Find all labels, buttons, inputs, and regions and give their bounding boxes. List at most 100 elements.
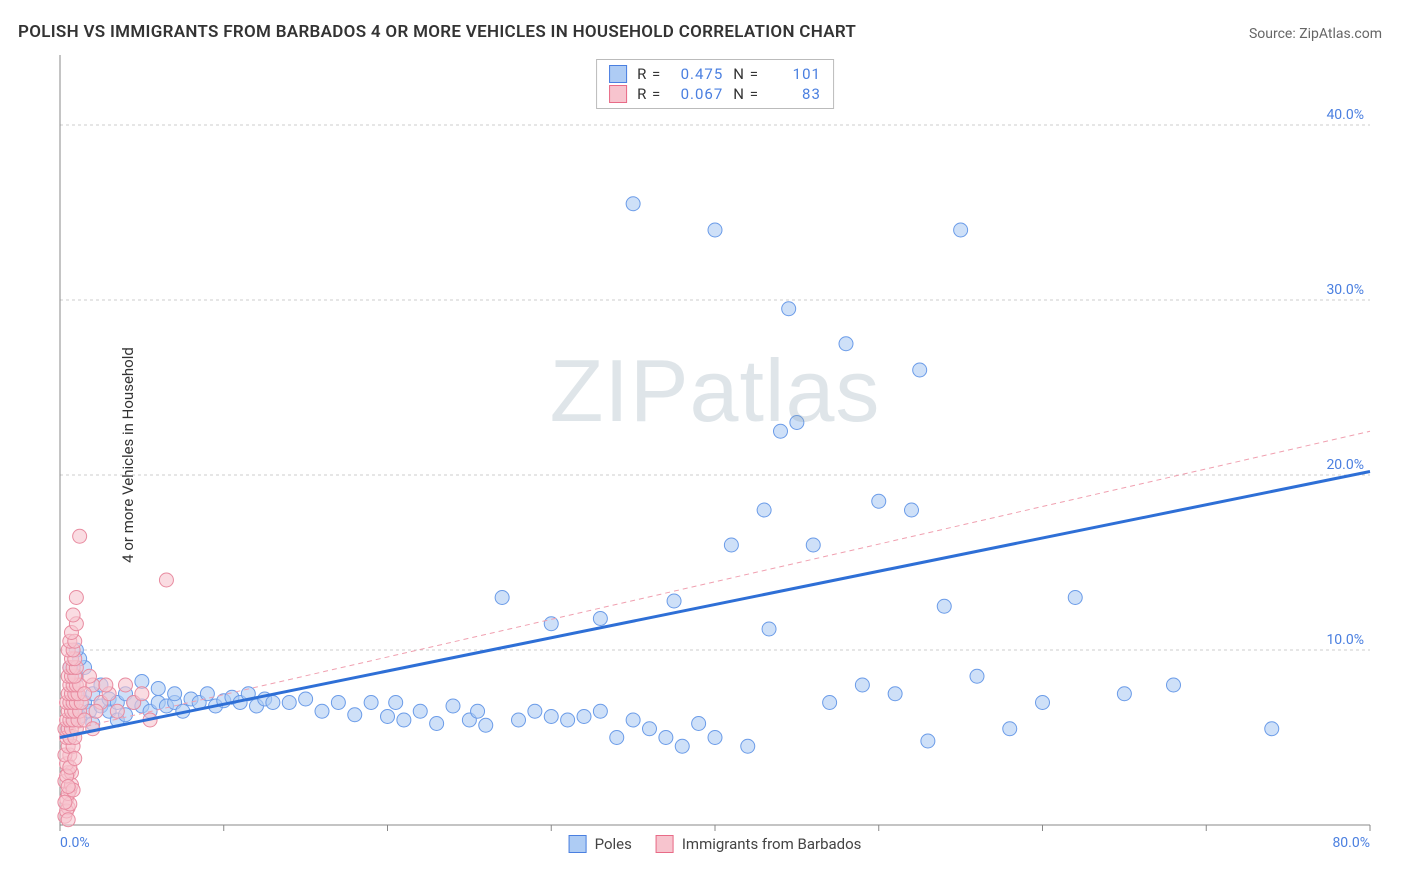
r-value-poles: 0.475 bbox=[671, 65, 723, 83]
data-point bbox=[1068, 591, 1082, 605]
data-point bbox=[119, 678, 133, 692]
legend-label-barbados: Immigrants from Barbados bbox=[682, 835, 862, 853]
data-point bbox=[643, 722, 657, 736]
swatch-poles bbox=[609, 65, 627, 83]
data-point bbox=[58, 795, 72, 809]
data-point bbox=[99, 678, 113, 692]
source-attribution: Source: ZipAtlas.com bbox=[1249, 26, 1382, 42]
data-point bbox=[626, 713, 640, 727]
trend-line-poles bbox=[60, 472, 1370, 738]
stats-legend: R = 0.475 N = 101 R = 0.067 N = 83 bbox=[596, 59, 834, 109]
data-point bbox=[921, 734, 935, 748]
data-point bbox=[954, 223, 968, 237]
data-point bbox=[151, 682, 165, 696]
data-point bbox=[413, 704, 427, 718]
data-point bbox=[200, 687, 214, 701]
data-point bbox=[872, 494, 886, 508]
data-point bbox=[159, 573, 173, 587]
swatch-barbados bbox=[656, 835, 674, 853]
data-point bbox=[1167, 678, 1181, 692]
data-point bbox=[667, 594, 681, 608]
data-point bbox=[471, 704, 485, 718]
data-point bbox=[389, 696, 403, 710]
data-point bbox=[544, 617, 558, 631]
data-point bbox=[782, 302, 796, 316]
data-point bbox=[544, 710, 558, 724]
data-point bbox=[577, 710, 591, 724]
swatch-poles bbox=[569, 835, 587, 853]
n-value-barbados: 83 bbox=[769, 85, 821, 103]
source-label: Source: bbox=[1249, 26, 1296, 42]
data-point bbox=[315, 704, 329, 718]
x-tick-label: 0.0% bbox=[60, 835, 90, 851]
n-label: N = bbox=[733, 85, 759, 103]
data-point bbox=[762, 622, 776, 636]
data-point bbox=[1117, 687, 1131, 701]
data-point bbox=[73, 529, 87, 543]
data-point bbox=[823, 696, 837, 710]
data-point bbox=[692, 717, 706, 731]
data-point bbox=[806, 538, 820, 552]
data-point bbox=[937, 599, 951, 613]
data-point bbox=[905, 503, 919, 517]
stats-row-poles: R = 0.475 N = 101 bbox=[609, 64, 821, 84]
source-link[interactable]: ZipAtlas.com bbox=[1299, 26, 1382, 42]
r-label: R = bbox=[637, 65, 661, 83]
data-point bbox=[61, 813, 75, 827]
stats-row-barbados: R = 0.067 N = 83 bbox=[609, 84, 821, 104]
series-legend: Poles Immigrants from Barbados bbox=[569, 835, 862, 853]
legend-label-poles: Poles bbox=[595, 835, 632, 853]
swatch-barbados bbox=[609, 85, 627, 103]
data-point bbox=[724, 538, 738, 552]
x-tick-label: 80.0% bbox=[1332, 835, 1370, 851]
chart-title: POLISH VS IMMIGRANTS FROM BARBADOS 4 OR … bbox=[18, 22, 856, 42]
r-value-barbados: 0.067 bbox=[671, 85, 723, 103]
y-tick-label: 10.0% bbox=[1326, 632, 1364, 648]
y-tick-label: 40.0% bbox=[1326, 107, 1364, 123]
data-point bbox=[479, 718, 493, 732]
data-point bbox=[331, 696, 345, 710]
data-point bbox=[495, 591, 509, 605]
data-point bbox=[266, 696, 280, 710]
data-point bbox=[708, 731, 722, 745]
data-point bbox=[593, 612, 607, 626]
data-point bbox=[168, 687, 182, 701]
data-point bbox=[82, 669, 96, 683]
data-point bbox=[708, 223, 722, 237]
legend-item-poles: Poles bbox=[569, 835, 632, 853]
data-point bbox=[299, 692, 313, 706]
data-point bbox=[110, 704, 124, 718]
data-point bbox=[528, 704, 542, 718]
r-label: R = bbox=[637, 85, 661, 103]
data-point bbox=[512, 713, 526, 727]
data-point bbox=[446, 699, 460, 713]
data-point bbox=[61, 780, 75, 794]
data-point bbox=[626, 197, 640, 211]
data-point bbox=[78, 687, 92, 701]
data-point bbox=[364, 696, 378, 710]
scatter-plot: 10.0% 20.0% 30.0% 40.0% 0.0% 80.0% bbox=[50, 55, 1380, 855]
data-point bbox=[282, 696, 296, 710]
data-point bbox=[68, 752, 82, 766]
data-point bbox=[69, 591, 83, 605]
data-point bbox=[1265, 722, 1279, 736]
data-point bbox=[430, 717, 444, 731]
data-point bbox=[839, 337, 853, 351]
y-tick-label: 20.0% bbox=[1326, 457, 1364, 473]
data-point bbox=[89, 704, 103, 718]
data-point bbox=[970, 669, 984, 683]
y-tick-label: 30.0% bbox=[1326, 282, 1364, 298]
n-value-poles: 101 bbox=[769, 65, 821, 83]
data-point bbox=[659, 731, 673, 745]
data-point bbox=[741, 739, 755, 753]
data-point bbox=[135, 687, 149, 701]
data-point bbox=[1036, 696, 1050, 710]
chart-container: 4 or more Vehicles in Household ZIPatlas… bbox=[50, 55, 1380, 855]
data-point bbox=[913, 363, 927, 377]
data-point bbox=[790, 416, 804, 430]
data-point bbox=[348, 708, 362, 722]
data-point bbox=[561, 713, 575, 727]
data-point bbox=[757, 503, 771, 517]
n-label: N = bbox=[733, 65, 759, 83]
data-point bbox=[855, 678, 869, 692]
